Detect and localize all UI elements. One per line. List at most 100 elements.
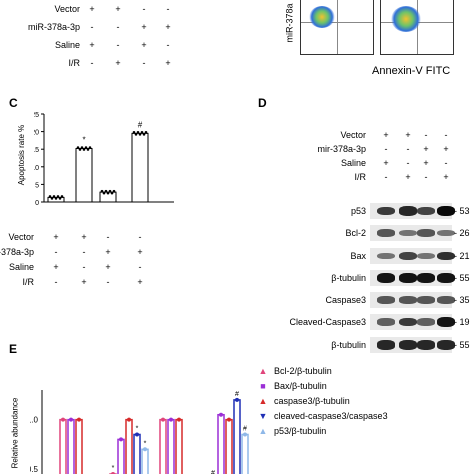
panel-e-significance-marker: * bbox=[136, 425, 139, 432]
panel-d-sign: - bbox=[444, 130, 448, 140]
panel-c-data-point bbox=[56, 195, 60, 198]
panel-d-sign: - bbox=[444, 158, 448, 168]
panel-c-data-point bbox=[88, 146, 92, 149]
panel-e-bar bbox=[175, 418, 183, 474]
blot-band bbox=[437, 229, 455, 237]
panel-e-data-point bbox=[161, 417, 165, 422]
panel-c-sign: + bbox=[81, 232, 87, 242]
blot-band bbox=[437, 317, 455, 327]
panel-c-data-point bbox=[144, 131, 148, 134]
panel-e-significance-marker: * bbox=[144, 440, 147, 447]
panel-c-data-point bbox=[106, 191, 110, 195]
top-table-sign: + bbox=[141, 40, 147, 50]
panel-d-sign: - bbox=[424, 130, 428, 140]
panel-e-data-point bbox=[69, 417, 73, 422]
panel-d-sign: - bbox=[406, 144, 410, 154]
blot-band bbox=[377, 229, 395, 237]
top-table-sign: + bbox=[165, 22, 171, 32]
blot-strip bbox=[370, 270, 455, 286]
panel-c-data-point bbox=[132, 131, 136, 134]
panel-c-data-point bbox=[100, 189, 104, 193]
panel-e-data-point bbox=[143, 447, 147, 452]
blot-protein-label: p53 bbox=[350, 206, 366, 216]
panel-e-significance-marker: # bbox=[235, 391, 239, 398]
flow-y-label: miR-378a bbox=[284, 3, 295, 43]
panel-c-axes bbox=[43, 114, 174, 203]
panel-c-bar bbox=[131, 132, 149, 203]
blot-kda-marker: - 55 bbox=[454, 340, 470, 350]
blot-strip bbox=[370, 314, 455, 330]
panel-d-sign: + bbox=[443, 172, 449, 182]
panel-c-sign: - bbox=[82, 262, 86, 272]
panel-d-letter: D bbox=[258, 96, 267, 110]
panel-c-data-point bbox=[102, 191, 106, 195]
panel-e-data-point bbox=[227, 417, 231, 422]
blot-band bbox=[399, 206, 417, 216]
blot-band bbox=[399, 317, 417, 327]
panel-c-sign: - bbox=[54, 277, 58, 287]
blot-band bbox=[417, 296, 435, 304]
panel-d-sign: + bbox=[383, 130, 389, 140]
blot-band bbox=[377, 273, 395, 283]
panel-c-letter: C bbox=[9, 96, 18, 110]
legend-label: cleaved-caspase3/caspase3 bbox=[274, 411, 388, 421]
blot-band bbox=[377, 206, 395, 216]
blot-kda-marker: - 53 bbox=[454, 206, 470, 216]
top-table-sign: + bbox=[165, 58, 171, 68]
panel-e-bar bbox=[75, 418, 83, 474]
panel-c-data-point bbox=[112, 189, 116, 193]
panel-d-sign: - bbox=[406, 158, 410, 168]
panel-c-data-point bbox=[104, 189, 108, 193]
panel-e-bar bbox=[233, 399, 241, 474]
panel-c-ytick-label: 20 bbox=[34, 130, 39, 137]
panel-c-data-point bbox=[60, 195, 64, 198]
panel-d-sign: + bbox=[423, 158, 429, 168]
panel-e-significance-marker: # bbox=[211, 470, 215, 474]
panel-c-sign: + bbox=[137, 247, 143, 257]
top-table-sign: + bbox=[89, 4, 95, 14]
blot-band bbox=[417, 206, 435, 216]
panel-e-ytick-label: 0.5 bbox=[30, 465, 39, 474]
panel-c-sign: + bbox=[81, 277, 87, 287]
panel-e-data-point bbox=[135, 432, 139, 437]
blot-band bbox=[377, 252, 395, 260]
legend-label: Bcl-2/β-tubulin bbox=[274, 366, 332, 376]
panel-e-data-point bbox=[243, 432, 247, 437]
panel-c-ytick-label: 0 bbox=[35, 200, 39, 207]
blot-protein-label: Bcl-2 bbox=[345, 228, 366, 238]
panel-c-ytick-label: 5 bbox=[35, 182, 39, 189]
panel-e-significance-marker: # bbox=[243, 425, 247, 432]
panel-e-bar bbox=[167, 418, 175, 474]
flow-dots-2 bbox=[391, 6, 421, 32]
top-table-sign: - bbox=[142, 58, 146, 68]
panel-d-sign: + bbox=[383, 158, 389, 168]
blot-band bbox=[417, 252, 435, 260]
apoptosis-rate-chart: 0 5 10 15 20 25 * # bbox=[34, 112, 174, 207]
panel-d-sign: + bbox=[443, 144, 449, 154]
panel-d-sign: - bbox=[384, 144, 388, 154]
panel-c-data-point bbox=[84, 146, 88, 149]
blot-band bbox=[399, 229, 417, 237]
top-table-sign: + bbox=[141, 22, 147, 32]
panel-c-row-label: Vector bbox=[8, 232, 34, 242]
panel-e-data-point bbox=[177, 417, 181, 422]
panel-c-data-point bbox=[76, 146, 80, 149]
blot-band bbox=[377, 296, 395, 304]
panel-c-sign: + bbox=[105, 262, 111, 272]
panel-e-bar bbox=[141, 448, 149, 474]
blot-band bbox=[417, 318, 435, 326]
blot-band bbox=[437, 206, 455, 216]
legend-marker-icon: ▲ bbox=[258, 396, 268, 406]
flow-plot-1 bbox=[300, 0, 374, 55]
blot-band bbox=[437, 340, 455, 350]
panel-c-data-point bbox=[140, 131, 144, 134]
panel-c-row-label: miR-378a-3p bbox=[0, 247, 34, 257]
panel-c-data-point bbox=[80, 146, 84, 149]
blot-strip bbox=[370, 248, 455, 264]
top-table-row-label: Saline bbox=[54, 40, 80, 50]
top-table-sign: - bbox=[90, 22, 94, 32]
panel-d-sign: - bbox=[424, 172, 428, 182]
panel-d-sign: + bbox=[405, 172, 411, 182]
legend-label: caspase3/β-tubulin bbox=[274, 396, 350, 406]
blot-band bbox=[437, 273, 455, 283]
